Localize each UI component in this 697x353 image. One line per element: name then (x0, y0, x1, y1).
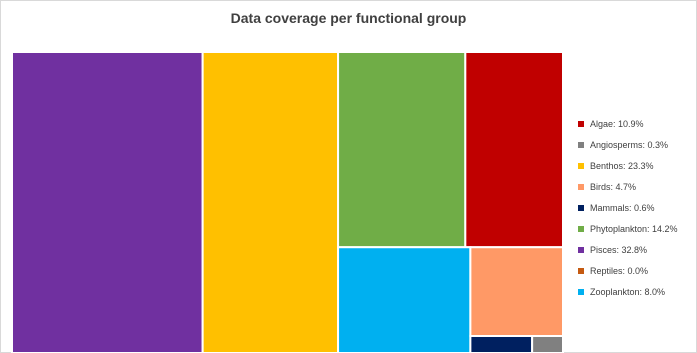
legend-swatch (578, 205, 584, 211)
treemap-tile-mammals (469, 335, 534, 353)
chart-title: Data coverage per functional group (230, 10, 467, 26)
legend-swatch (578, 225, 584, 232)
legend-label: Pisces: 32.8% (590, 244, 648, 255)
treemap-tile-algae (464, 51, 565, 249)
treemap-tile-angiosperms (531, 335, 565, 353)
legend-label: Zooplankton: 8.0% (590, 286, 666, 297)
legend-item-birds: Birds: 4.7% (578, 177, 678, 198)
legend-label: Mammals: 0.6% (590, 203, 655, 213)
legend-swatch (578, 246, 584, 253)
legend-swatch (578, 163, 584, 170)
chart-legend: Algae: 10.9% Angiosperms: 0.3% Benthos: 23… (578, 114, 678, 302)
legend-swatch (578, 121, 584, 128)
legend-label: Algae: 10.9% (590, 119, 644, 130)
treemap-tile-zooplankton (337, 246, 472, 353)
legend-swatch (578, 184, 584, 191)
legend-item-pisces: Pisces: 32.8% (578, 239, 678, 260)
treemap-tile-benthos (201, 51, 340, 353)
legend-label: Benthos: 23.3% (590, 161, 654, 172)
legend-item-mammals: Mammals: 0.6% (578, 198, 678, 219)
legend-label: Birds: 4.7% (590, 182, 637, 193)
legend-item-benthos: Benthos: 23.3% (578, 156, 678, 177)
legend-item-reptiles: Reptiles: 0.0% (578, 260, 678, 281)
legend-label: Angiosperms: 0.3% (590, 140, 669, 151)
legend-swatch (578, 142, 584, 149)
legend-item-phytoplankton: Phytoplankton: 14.2% (578, 218, 678, 239)
legend-item-algae: Algae: 10.9% (578, 114, 678, 135)
treemap-tile-phytoplankton (337, 51, 467, 249)
legend-label: Phytoplankton: 14.2% (590, 223, 678, 234)
treemap-tile-pisces (11, 51, 204, 353)
legend-swatch (578, 267, 584, 274)
treemap-tile-birds (469, 246, 565, 338)
legend-item-angiosperms: Angiosperms: 0.3% (578, 135, 678, 156)
legend-label: Reptiles: 0.0% (590, 265, 649, 276)
legend-item-zooplankton: Zooplankton: 8.0% (578, 281, 678, 302)
legend-swatch (578, 288, 584, 295)
